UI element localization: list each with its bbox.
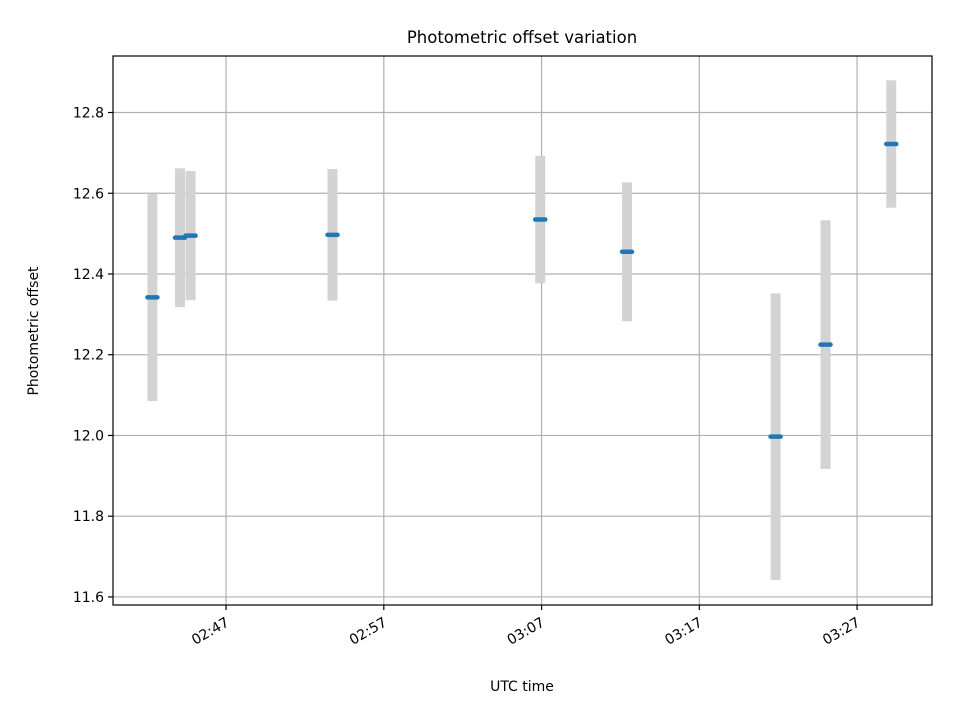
chart-title: Photometric offset variation [407, 28, 637, 47]
x-tick-label: 03:27 [820, 615, 863, 649]
y-tick-label: 12.0 [73, 428, 104, 444]
data-points [145, 141, 899, 439]
y-axis-label: Photometric offset [26, 266, 42, 396]
x-tick-label: 03:17 [662, 615, 705, 649]
y-tick-label: 11.8 [73, 509, 104, 525]
x-axis-ticks: 02:47 02:57 03:07 03:17 03:27 [189, 605, 863, 649]
x-tick-label: 02:47 [189, 615, 232, 649]
y-tick-label: 11.6 [73, 590, 104, 606]
plot-frame [112, 55, 933, 606]
y-tick-label: 12.4 [73, 267, 104, 283]
grid [113, 56, 932, 605]
x-axis-label: UTC time [490, 679, 554, 695]
x-tick-label: 02:57 [347, 615, 390, 649]
y-axis-ticks: 11.6 11.8 12.0 12.2 12.4 12.6 12.8 [73, 106, 113, 606]
y-tick-label: 12.6 [73, 186, 104, 202]
y-tick-label: 12.2 [73, 348, 104, 364]
x-tick-label: 03:07 [505, 615, 548, 649]
error-bars [147, 80, 897, 580]
y-tick-label: 12.8 [73, 106, 104, 122]
